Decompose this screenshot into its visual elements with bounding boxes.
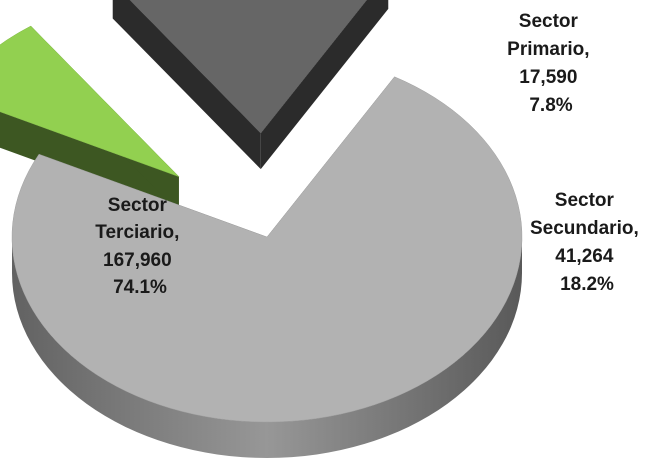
label-terciario-line-3: 167,960 (103, 250, 172, 271)
slice-sector-secundario (129, 0, 368, 134)
label-primario-line-3: 17,590 (519, 67, 577, 88)
label-primario-line-4: 7.8% (529, 95, 572, 116)
label-terciario: Sector Terciario, 167,960 74.1% (95, 195, 184, 298)
label-primario: Sector Primario, 17,590 7.8% (507, 11, 595, 116)
label-secundario-line-3: 41,264 (555, 246, 614, 267)
slice-wall-sector-primario-0 (0, 111, 179, 213)
slice-wall-sector-secundario-1 (260, 0, 389, 170)
slice-wall-sector-secundario-0 (112, 0, 261, 170)
data-labels: Sector Terciario, 167,960 74.1% Sector P… (95, 11, 644, 298)
label-terciario-line-4: 74.1% (113, 277, 167, 298)
slice-sector-terciario (11, 76, 523, 423)
label-terciario-line-1: Sector (108, 195, 168, 216)
label-primario-line-2: Primario, (507, 39, 589, 60)
slice-sector-primario (0, 25, 180, 177)
label-primario-line-1: Sector (519, 11, 579, 32)
slice-tops (0, 0, 523, 423)
label-terciario-line-2: Terciario, (95, 222, 179, 243)
label-secundario-line-4: 18.2% (560, 274, 614, 295)
label-secundario: Sector Secundario, 41,264 18.2% (530, 190, 644, 295)
slice-side-sector-terciario (12, 237, 522, 458)
label-secundario-line-2: Secundario, (530, 218, 639, 239)
label-secundario-line-1: Sector (555, 190, 615, 211)
